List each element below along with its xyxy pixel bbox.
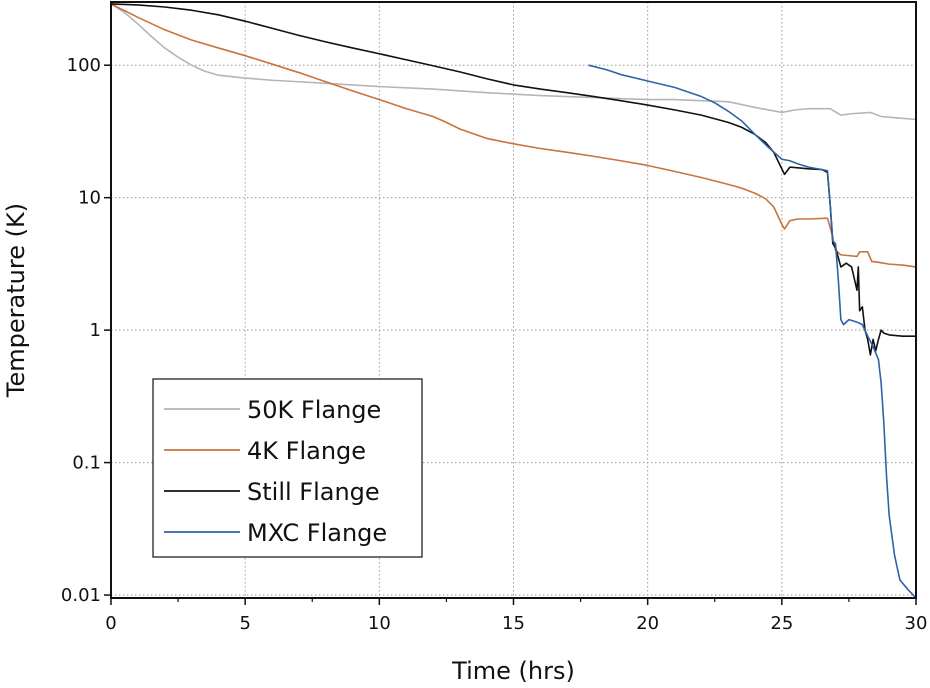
x-tick-label: 10 bbox=[368, 613, 391, 634]
x-tick-label: 5 bbox=[239, 613, 250, 634]
legend-label: 4K Flange bbox=[247, 437, 366, 465]
x-tick-label: 25 bbox=[770, 613, 793, 634]
series-lines bbox=[110, 3, 917, 599]
x-tick-label: 20 bbox=[636, 613, 659, 634]
legend-label: Still Flange bbox=[247, 478, 380, 506]
series-line-2 bbox=[110, 3, 917, 268]
legend-label: MXC Flange bbox=[247, 519, 387, 547]
y-tick-label: 1 bbox=[90, 320, 101, 341]
y-tick-label: 0.01 bbox=[61, 585, 101, 606]
y-axis-title: Temperature (K) bbox=[2, 203, 30, 398]
x-tick-label: 15 bbox=[502, 613, 525, 634]
legend-label: 50K Flange bbox=[247, 396, 381, 424]
series-line-1 bbox=[110, 3, 917, 121]
x-tick-label: 30 bbox=[905, 613, 928, 634]
series-line-4 bbox=[588, 64, 917, 599]
y-tick-label: 0.1 bbox=[72, 453, 101, 474]
legend: 50K Flange 4K Flange Still Flange MXC Flang… bbox=[152, 378, 423, 558]
x-tick-label: 0 bbox=[105, 613, 116, 634]
y-tick-label: 100 bbox=[67, 55, 101, 76]
y-tick-label: 10 bbox=[78, 188, 101, 209]
series-line-3 bbox=[110, 3, 916, 356]
x-axis-title: Time (hrs) bbox=[451, 657, 575, 685]
axis-ticks: 0 5 10 15 20 25 30 0.01 0.1 1 10 100 bbox=[61, 55, 928, 634]
